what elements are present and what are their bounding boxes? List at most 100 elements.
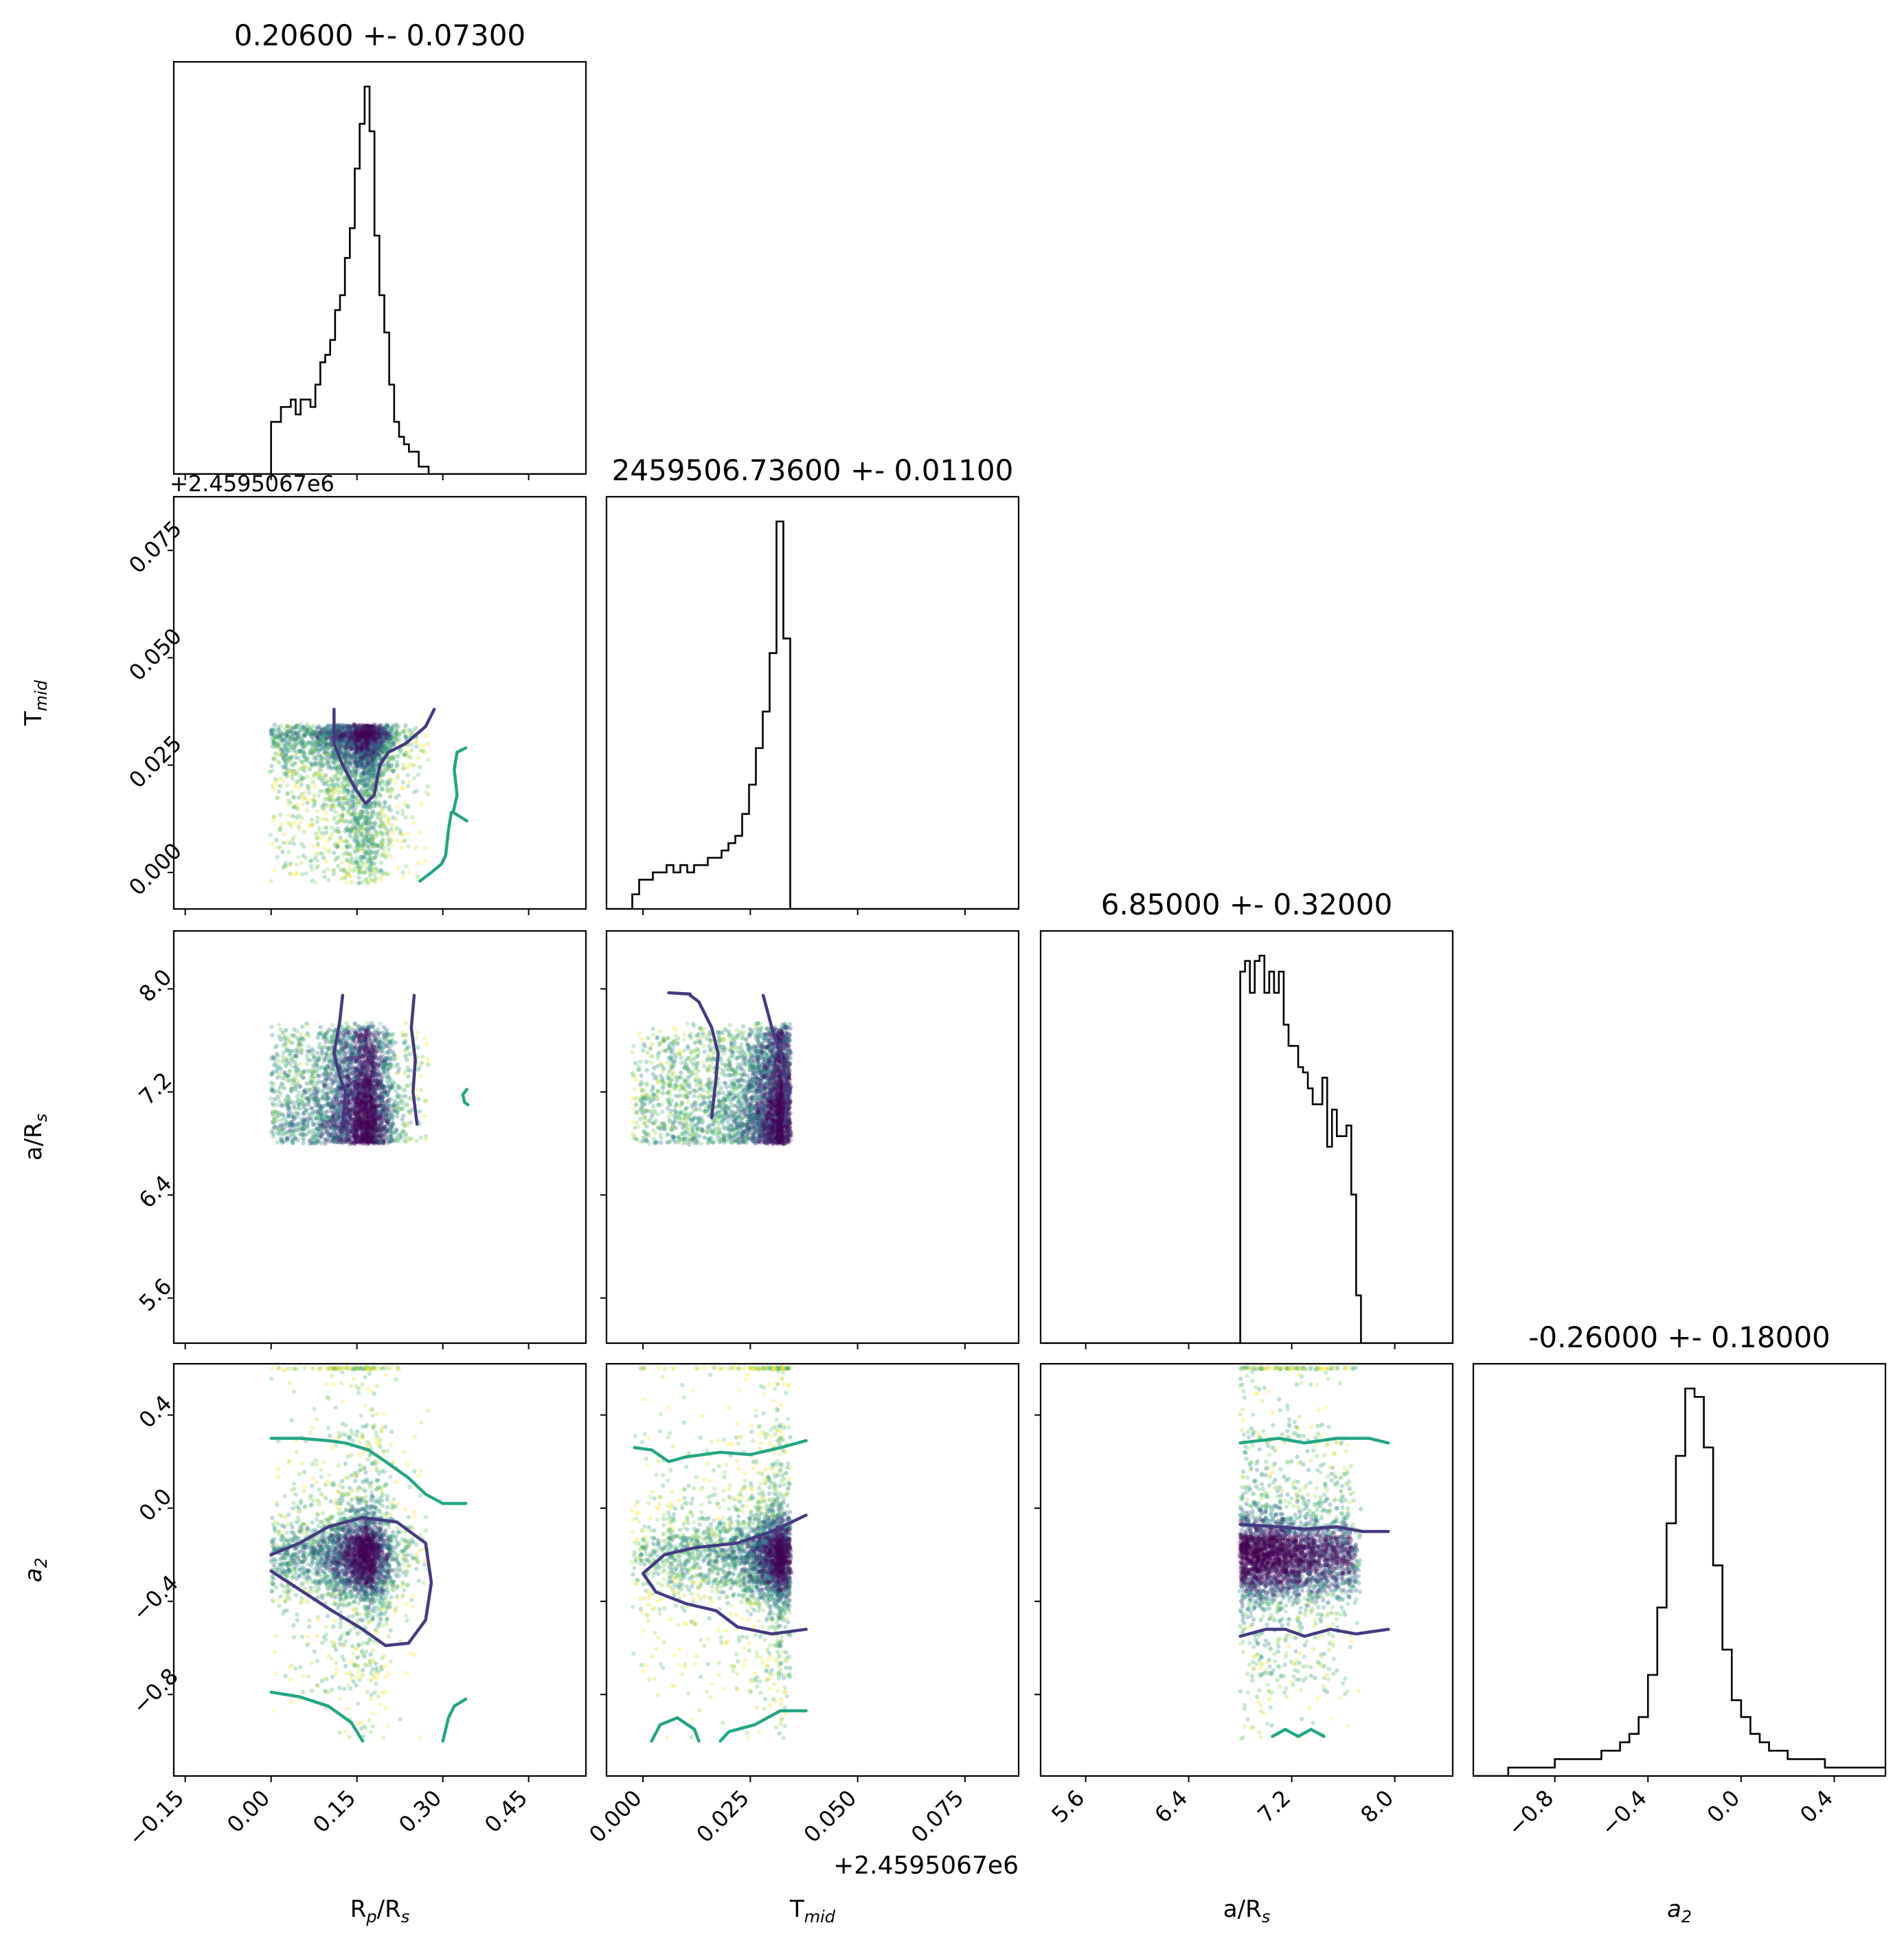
scatter-point [337,727,342,732]
scatter-point [306,726,311,731]
scatter-point [367,743,372,748]
scatter-point [377,829,383,835]
scatter-point [372,754,378,759]
scatter-point [339,803,344,809]
scatter-point [320,732,325,737]
scatter-point [372,740,378,745]
scatter-point [426,792,431,797]
scatter-point [364,750,370,754]
scatter-point [375,731,381,736]
scatter-point [349,754,354,760]
scatter-point [355,746,361,752]
scatter-point [365,753,370,758]
scatter-point [371,834,376,840]
scatter-point [296,741,301,747]
scatter-point [319,766,324,772]
scatter-point [386,743,392,749]
scatter-point [284,732,288,737]
scatter-point [295,802,299,808]
scatter-point [310,878,315,884]
scatter-point [357,739,363,745]
scatter-point [382,804,387,809]
scatter-point [368,747,374,752]
scatter-point [367,867,373,873]
scatter-point [348,829,353,834]
scatter-point [387,766,392,771]
scatter-point [359,752,363,756]
scatter-point [411,763,416,767]
scatter-point [370,763,375,769]
scatter-point [350,732,355,737]
scatter-point [369,735,374,741]
scatter-point [306,730,310,734]
scatter-point [309,818,315,822]
scatter-point [316,737,321,743]
scatter-point [382,824,387,829]
scatter-point [400,786,405,791]
scatter-point [389,728,394,733]
scatter-point [372,800,376,805]
scatter-point [385,872,390,877]
scatter-point [339,739,343,744]
scatter-point [366,739,371,744]
scatter-point [364,726,369,730]
scatter-point [362,732,367,738]
scatter-point [373,831,378,836]
scatter-point [336,790,341,796]
scatter-point [379,732,385,737]
scatter-point [363,732,368,737]
scatter-point [339,769,344,774]
scatter-point [336,737,341,742]
scatter-point [372,855,377,860]
scatter-point [387,726,393,730]
scatter-point [336,796,341,801]
scatter-point [365,742,370,747]
scatter-point [423,846,428,851]
scatter-point [367,730,372,734]
scatter-point [361,731,366,736]
panel-frame [172,60,587,475]
scatter-point [371,739,376,743]
scatter-point [366,837,371,842]
scatter-point [356,723,362,728]
scatter-point [396,731,401,737]
scatter-point [354,837,359,842]
scatter-point [337,726,342,732]
scatter-point [394,722,398,727]
scatter-point [356,728,361,733]
scatter-point [369,841,374,846]
scatter-point [372,824,377,829]
scatter-point [365,756,370,762]
scatter-point [335,723,341,729]
scatter-point [352,766,356,772]
scatter-point [389,726,394,731]
scatter-point [351,741,356,745]
scatter-point [354,726,359,732]
scatter-point [350,770,355,776]
scatter-point [354,727,359,732]
scatter-point [383,746,388,752]
scatter-point [328,724,332,729]
scatter-point [330,1023,335,1028]
scatter-point [332,868,337,873]
scatter-point [321,781,326,786]
scatter-point [387,741,392,745]
scatter-point [367,741,372,745]
scatter-point [345,754,350,760]
y-tick-label: 0.075 [124,515,187,578]
scatter-point [274,838,279,842]
scatter-point [334,766,339,771]
scatter-point [348,737,353,743]
scatter-point [383,724,388,730]
scatter-point [339,796,344,801]
scatter-point [352,723,357,728]
scatter-point [354,743,359,747]
scatter-point [361,783,366,788]
scatter-point [386,733,391,738]
scatter-point [379,748,385,753]
scatter-point [351,732,356,737]
scatter-point [314,853,319,858]
scatter-point [356,779,361,785]
scatter-point [374,734,379,739]
scatter-point [347,820,352,825]
